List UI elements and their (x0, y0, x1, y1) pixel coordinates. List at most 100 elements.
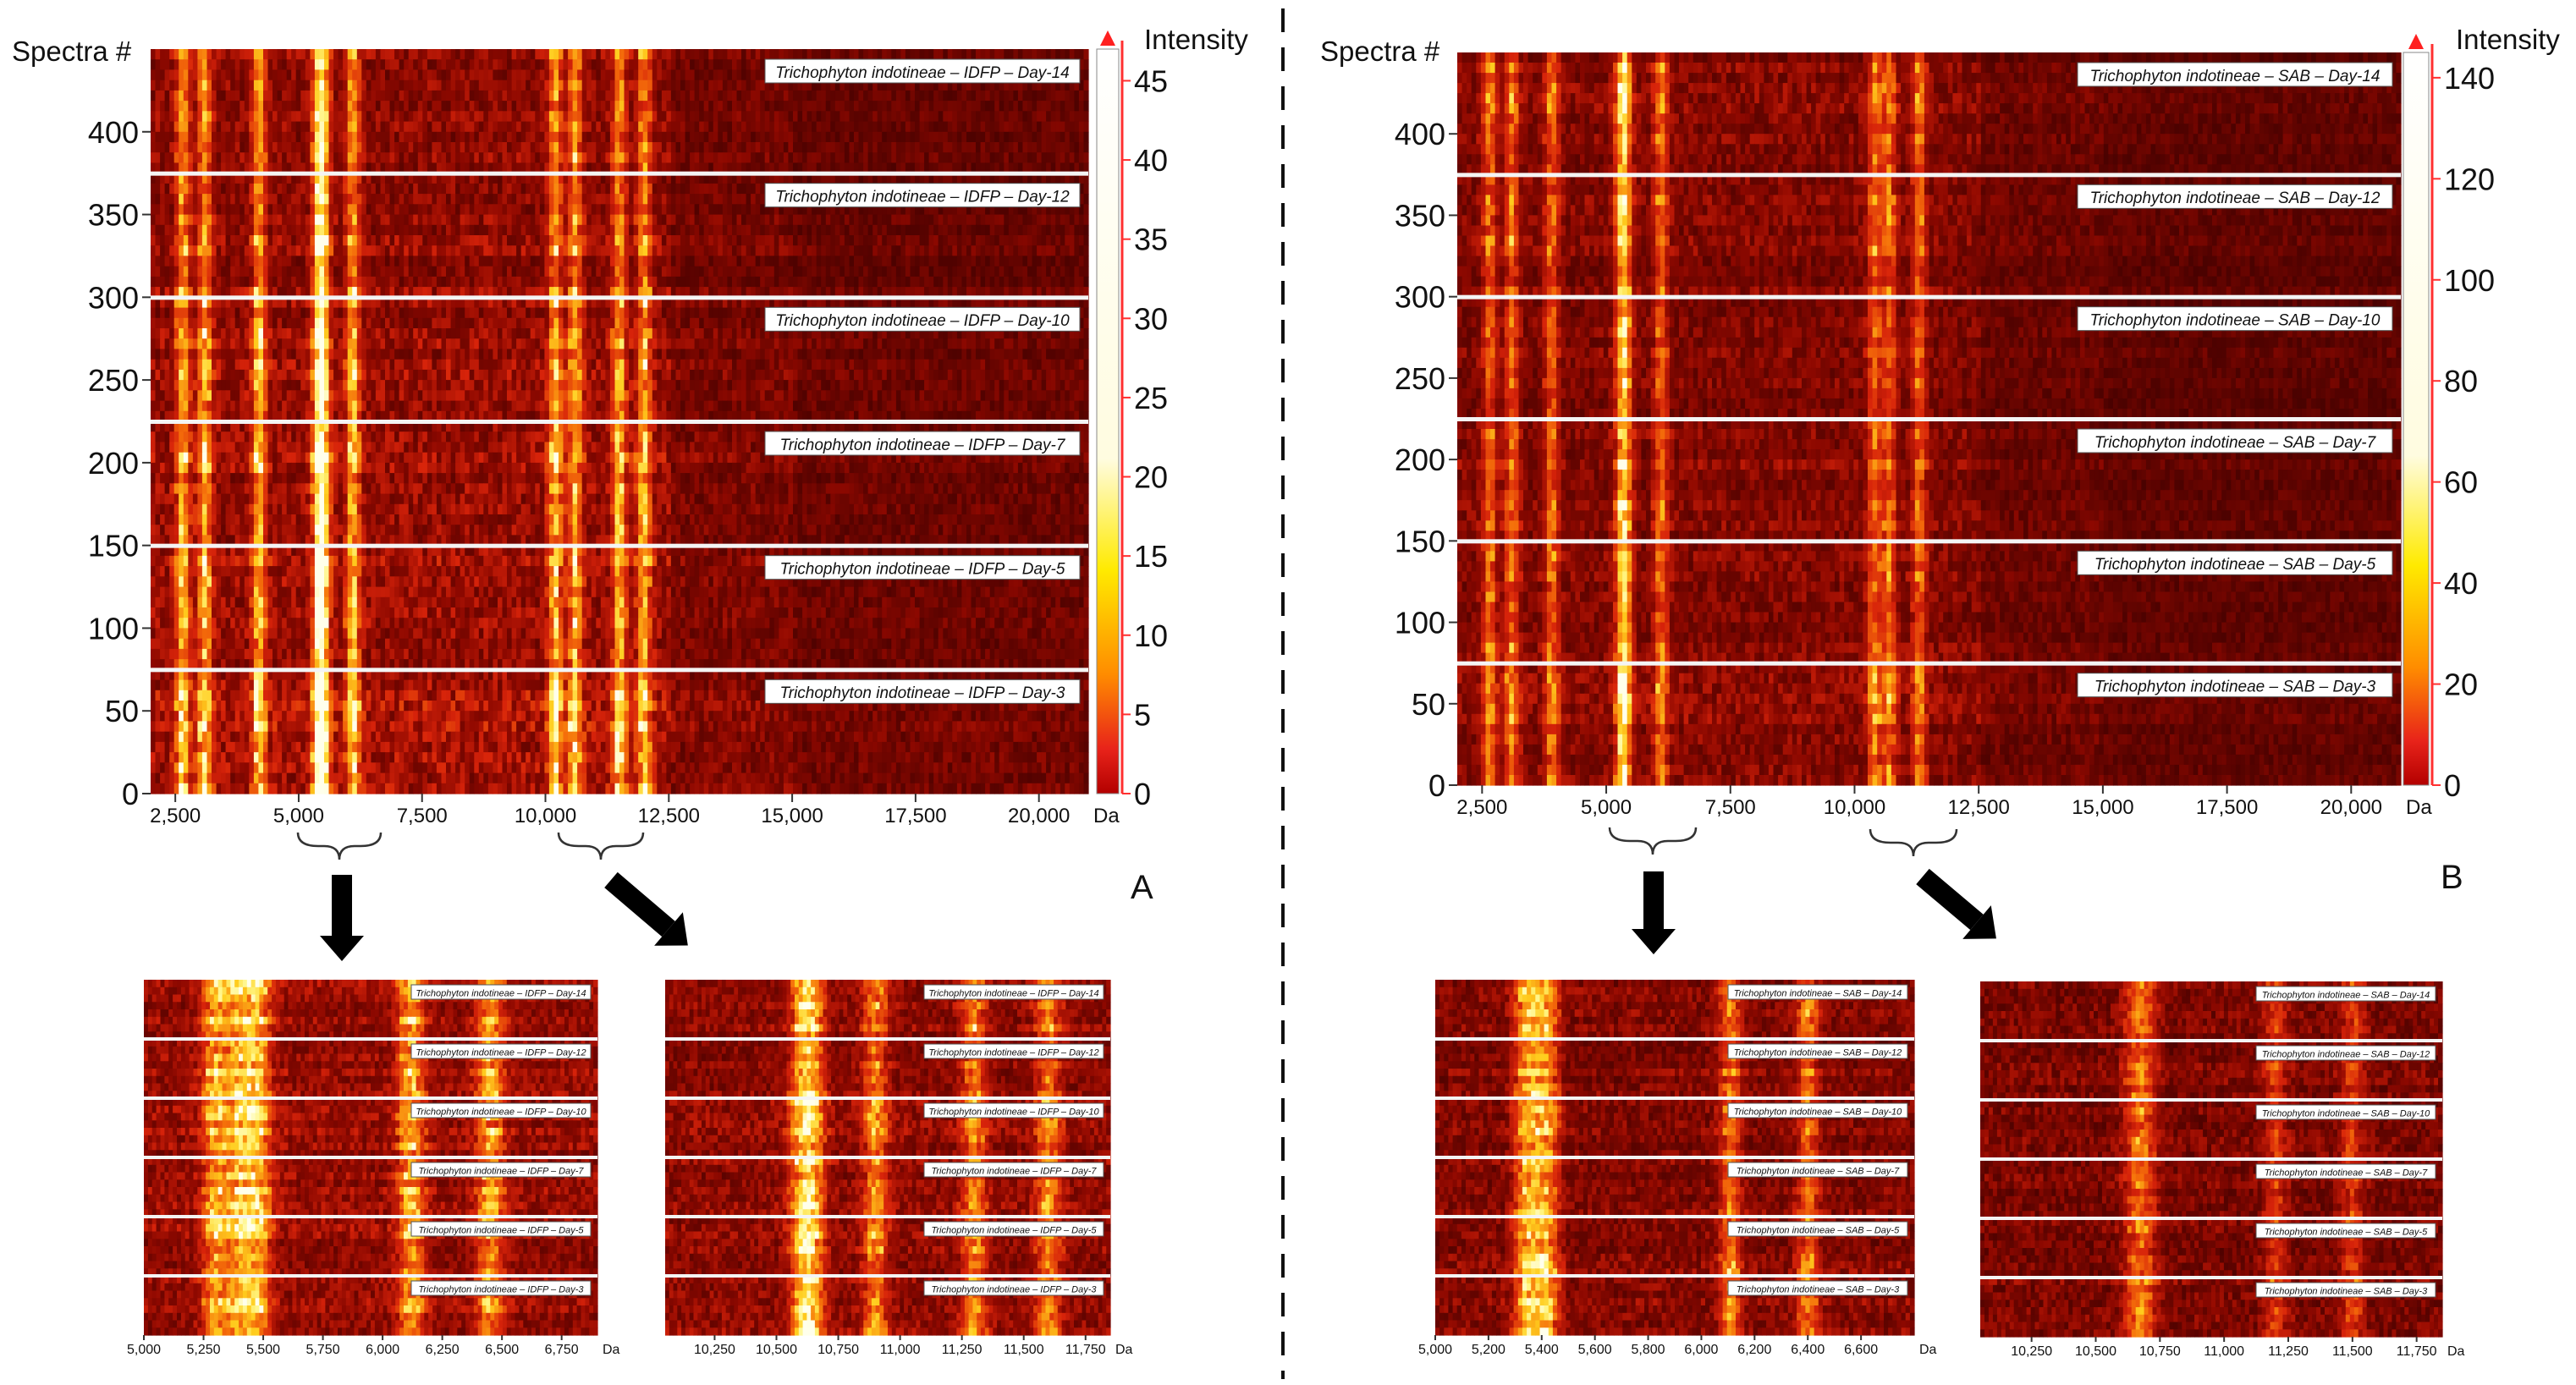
heatmap-cell (441, 256, 447, 267)
heatmap-cell (286, 101, 292, 112)
heatmap-cell (947, 266, 953, 278)
heatmap-cell (769, 142, 775, 153)
heatmap-cell (821, 80, 827, 91)
heatmap-cell (417, 142, 423, 153)
heatmap-cell (249, 204, 255, 216)
heatmap-cell (427, 59, 432, 70)
heatmap-cell (151, 80, 157, 91)
heatmap-cell (961, 173, 967, 184)
heatmap-cell (183, 142, 189, 153)
heatmap-cell (389, 121, 395, 133)
heatmap-cell (867, 204, 873, 216)
heatmap-cell (994, 276, 1000, 288)
heatmap-cell (441, 142, 447, 153)
heatmap-cell (1078, 214, 1084, 226)
heatmap-cell (685, 173, 691, 184)
heatmap-cell (1032, 90, 1038, 102)
heatmap-cell (253, 214, 259, 226)
heatmap-cell (535, 245, 541, 256)
heatmap-cell (487, 245, 493, 256)
heatmap-cell (389, 256, 395, 267)
heatmap-cell (577, 59, 583, 70)
heatmap-cell (352, 111, 358, 123)
heatmap-cell (553, 183, 559, 195)
heatmap-cell (399, 245, 405, 256)
heatmap-cell (638, 59, 644, 70)
heatmap-cell (520, 245, 526, 256)
heatmap-cell (272, 287, 278, 298)
heatmap-cell (680, 276, 686, 288)
heatmap-cell (201, 152, 207, 163)
heatmap-cell (338, 204, 344, 216)
heatmap-cell (267, 131, 273, 143)
heatmap-cell (652, 214, 658, 226)
heatmap-cell (1060, 101, 1065, 112)
heatmap-cell (192, 142, 198, 153)
heatmap-cell (225, 256, 231, 267)
heatmap-cell (976, 256, 982, 267)
heatmap-cell (333, 276, 339, 288)
heatmap-cell (169, 142, 175, 153)
heatmap-cell (361, 111, 367, 123)
heatmap-cell (446, 131, 452, 143)
heatmap-cell (867, 131, 873, 143)
heatmap-cell (272, 69, 278, 81)
heatmap-cell (408, 245, 414, 256)
heatmap-cell (713, 173, 718, 184)
heatmap-cell (305, 287, 311, 298)
heatmap-cell (272, 204, 278, 216)
heatmap-cell (1050, 162, 1056, 174)
heatmap-cell (272, 152, 278, 163)
heatmap-cell (760, 142, 766, 153)
heatmap-cell (347, 183, 353, 195)
heatmap-cell (722, 183, 728, 195)
heatmap-cell (1069, 287, 1075, 298)
heatmap-cell (446, 276, 452, 288)
heatmap-cell (858, 235, 864, 246)
heatmap-cell (638, 142, 644, 153)
heatmap-cell (314, 235, 320, 246)
heatmap-cell (572, 245, 578, 256)
heatmap-cell (596, 162, 602, 174)
heatmap-cell (487, 131, 493, 143)
heatmap-cell (718, 90, 724, 102)
heatmap-cell (577, 80, 583, 91)
heatmap-cell (844, 90, 850, 102)
heatmap-cell (417, 276, 423, 288)
heatmap-cell (253, 101, 259, 112)
heatmap-cell (487, 80, 493, 91)
heatmap-cell (812, 204, 817, 216)
heatmap-cell (1069, 245, 1075, 256)
heatmap-cell (980, 121, 986, 133)
heatmap-cell (212, 214, 217, 226)
heatmap-cell (581, 194, 587, 205)
heatmap-cell (155, 59, 161, 70)
heatmap-cell (1037, 121, 1043, 133)
heatmap-cell (361, 256, 367, 267)
heatmap-cell (559, 204, 564, 216)
heatmap-cell (976, 131, 982, 143)
heatmap-cell (839, 235, 845, 246)
heatmap-cell (638, 69, 644, 81)
heatmap-cell (160, 204, 166, 216)
heatmap-cell (764, 152, 770, 163)
heatmap-cell (821, 204, 827, 216)
heatmap-cell (258, 90, 264, 102)
heatmap-cell (591, 49, 597, 60)
heatmap-cell (647, 121, 653, 133)
heatmap-cell (727, 173, 733, 184)
heatmap-cell (647, 80, 653, 91)
heatmap-cell (394, 121, 400, 133)
heatmap-cell (244, 59, 250, 70)
heatmap-cell (530, 49, 536, 60)
heatmap-cell (179, 69, 184, 81)
heatmap-cell (553, 173, 559, 184)
heatmap-cell (1041, 111, 1047, 123)
heatmap-cell (642, 287, 648, 298)
heatmap-cell (516, 131, 522, 143)
heatmap-cell (867, 121, 873, 133)
heatmap-cell (760, 266, 766, 278)
heatmap-cell (417, 90, 423, 102)
heatmap-cell (661, 224, 667, 236)
heatmap-cell (1004, 214, 1010, 226)
